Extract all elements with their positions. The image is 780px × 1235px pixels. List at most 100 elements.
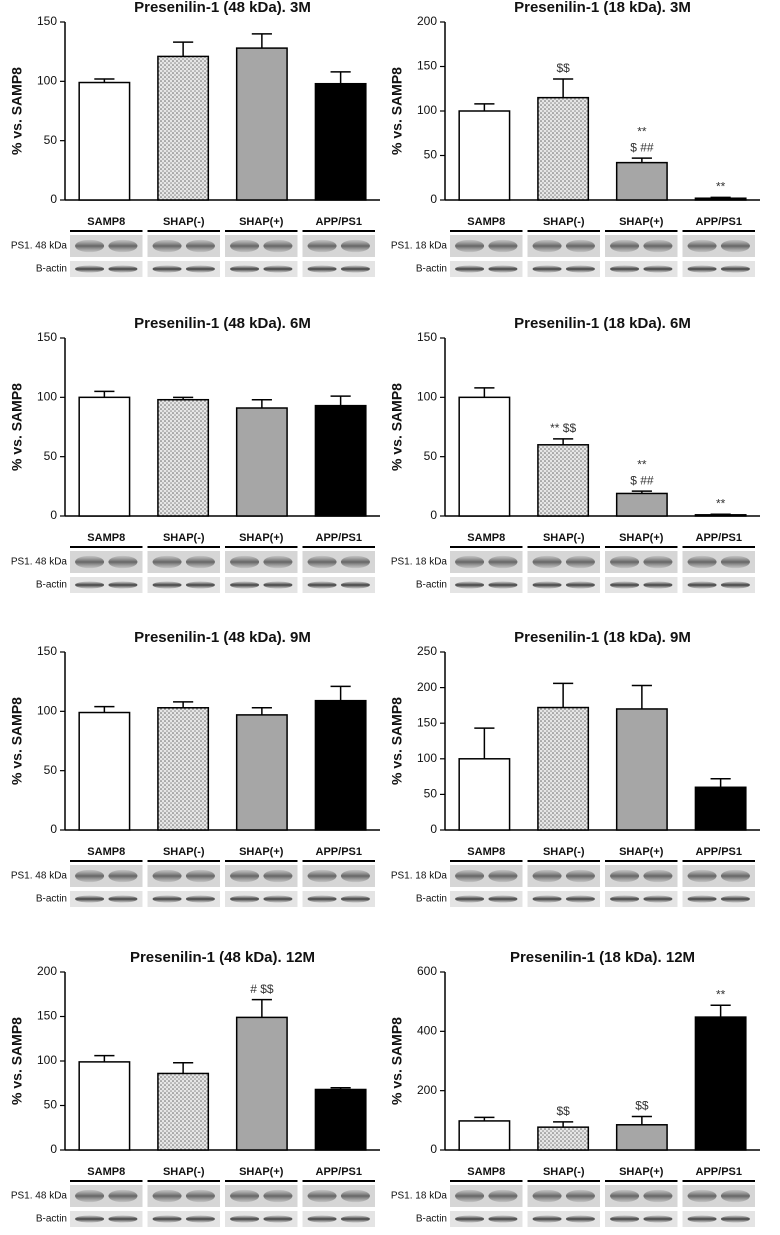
y-tick-label: 50 — [44, 763, 58, 777]
blot-band — [340, 581, 370, 589]
blot-band — [230, 555, 260, 569]
blot-band — [307, 869, 337, 883]
blot-band — [720, 1215, 750, 1223]
blot-band — [307, 555, 337, 569]
blot-band — [75, 265, 105, 273]
blot-band — [455, 265, 485, 273]
blot-band — [532, 265, 562, 273]
blot-band — [230, 895, 260, 903]
blot-band — [307, 265, 337, 273]
blot-band — [610, 581, 640, 589]
blot-background — [682, 577, 755, 593]
blot-band — [488, 1189, 518, 1203]
blot-band — [108, 869, 138, 883]
blot-band — [532, 1215, 562, 1223]
blot-background — [225, 577, 298, 593]
blot-background — [147, 1211, 220, 1227]
chart-title: Presenilin-1 (48 kDa). 9M — [134, 629, 311, 646]
blot-row-label: PS1. 18 kDa — [391, 1191, 448, 1202]
bar — [615, 492, 668, 517]
y-tick-label: 200 — [417, 14, 437, 28]
y-tick-label: 250 — [417, 644, 437, 658]
bar — [615, 161, 668, 201]
blot-band — [75, 1189, 105, 1203]
blot-band — [340, 239, 370, 253]
bar — [78, 396, 131, 517]
blot-band — [532, 869, 562, 883]
blot-band — [488, 1215, 518, 1223]
blot-category-label: SAMP8 — [87, 216, 125, 228]
bar — [157, 707, 210, 831]
bar — [694, 197, 747, 201]
blot-band — [488, 239, 518, 253]
blot-band — [532, 239, 562, 253]
blot-band — [610, 1215, 640, 1223]
blot-band — [230, 239, 260, 253]
blot-background — [302, 577, 375, 593]
blot-band — [720, 581, 750, 589]
blot-band — [532, 581, 562, 589]
blot-band — [565, 1189, 595, 1203]
blot-band — [720, 265, 750, 273]
blot-band — [263, 265, 293, 273]
blot-band — [108, 581, 138, 589]
blot-category-label: SAMP8 — [467, 846, 505, 858]
blot-band — [185, 1189, 215, 1203]
y-tick-label: 50 — [424, 787, 438, 801]
significance-label: ** — [637, 124, 647, 138]
blot-band — [455, 869, 485, 883]
blot-band — [108, 895, 138, 903]
blot-band — [307, 1215, 337, 1223]
blot-band — [340, 869, 370, 883]
significance-label: # $$ — [250, 982, 274, 996]
blot-category-label: SHAP(-) — [543, 1166, 585, 1178]
blot-band — [75, 869, 105, 883]
blot-category-label: SHAP(-) — [163, 216, 205, 228]
y-tick-label: 0 — [430, 1142, 437, 1156]
blot-band — [152, 895, 182, 903]
blot-category-label: SHAP(+) — [619, 846, 664, 858]
blot-background — [225, 261, 298, 277]
blot-band — [340, 265, 370, 273]
blot-band — [152, 869, 182, 883]
significance-label: $$ — [635, 1099, 649, 1113]
y-axis-label: % vs. SAMP8 — [389, 383, 405, 471]
blot-band — [108, 1215, 138, 1223]
y-axis-label: % vs. SAMP8 — [389, 697, 405, 785]
y-tick-label: 100 — [37, 390, 57, 404]
blot-background — [147, 577, 220, 593]
y-tick-label: 150 — [417, 330, 437, 344]
bar — [157, 398, 210, 517]
blot-band — [565, 895, 595, 903]
y-tick-label: 50 — [424, 449, 438, 463]
blot-row-label: PS1. 18 kDa — [391, 241, 448, 252]
significance-label: ** — [637, 457, 647, 471]
blot-band — [565, 265, 595, 273]
bar — [78, 711, 131, 831]
blot-band — [152, 581, 182, 589]
blot-background — [527, 577, 600, 593]
blot-band — [340, 1215, 370, 1223]
blot-band — [610, 895, 640, 903]
blot-band — [340, 555, 370, 569]
blot-row-label: PS1. 18 kDa — [391, 871, 448, 882]
blot-band — [108, 1189, 138, 1203]
y-tick-label: 150 — [37, 14, 57, 28]
blot-row-label: B-actin — [36, 580, 67, 591]
blot-band — [455, 895, 485, 903]
bar — [235, 1016, 288, 1151]
bar — [458, 1120, 511, 1151]
blot-band — [610, 555, 640, 569]
blot-band — [720, 239, 750, 253]
y-tick-label: 50 — [44, 133, 58, 147]
y-tick-label: 0 — [430, 508, 437, 522]
blot-category-label: APP/PS1 — [696, 216, 742, 228]
blot-category-label: SAMP8 — [87, 846, 125, 858]
significance-label: $ ## — [630, 473, 654, 487]
blot-band — [263, 1215, 293, 1223]
blot-band — [455, 1215, 485, 1223]
blot-category-label: SAMP8 — [87, 532, 125, 544]
y-axis-label: % vs. SAMP8 — [9, 67, 25, 155]
bar — [78, 81, 131, 201]
y-tick-label: 50 — [44, 1098, 58, 1112]
